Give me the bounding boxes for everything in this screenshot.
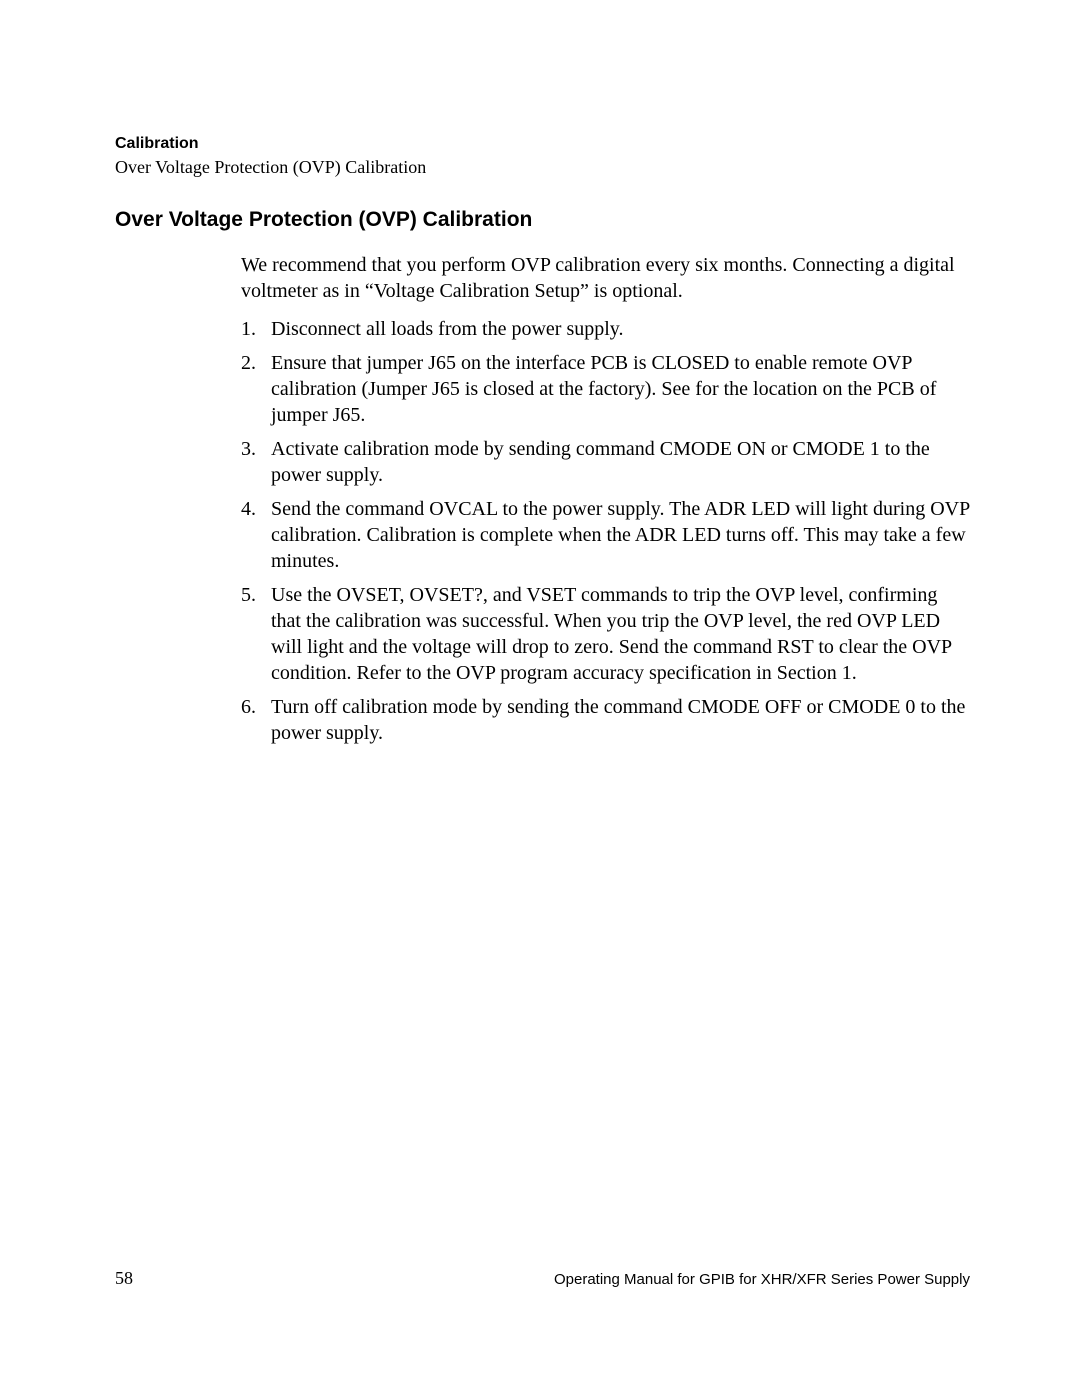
step-text: Ensure that jumper J65 on the interface …: [271, 350, 970, 428]
step-number: 2.: [241, 350, 271, 428]
step-number: 1.: [241, 316, 271, 342]
page-number: 58: [115, 1268, 133, 1289]
running-head-chapter: Calibration: [115, 135, 970, 153]
section-body: We recommend that you perform OVP calibr…: [241, 252, 970, 746]
page-body: Calibration Over Voltage Protection (OVP…: [0, 0, 1080, 746]
list-item: 2. Ensure that jumper J65 on the interfa…: [241, 350, 970, 428]
step-text: Disconnect all loads from the power supp…: [271, 316, 970, 342]
intro-paragraph: We recommend that you perform OVP calibr…: [241, 252, 970, 304]
step-text: Turn off calibration mode by sending the…: [271, 694, 970, 746]
step-text: Send the command OVCAL to the power supp…: [271, 496, 970, 574]
list-item: 5. Use the OVSET, OVSET?, and VSET comma…: [241, 582, 970, 686]
list-item: 6. Turn off calibration mode by sending …: [241, 694, 970, 746]
manual-title: Operating Manual for GPIB for XHR/XFR Se…: [554, 1271, 970, 1288]
list-item: 3. Activate calibration mode by sending …: [241, 436, 970, 488]
step-number: 6.: [241, 694, 271, 746]
procedure-list: 1. Disconnect all loads from the power s…: [241, 316, 970, 746]
running-head-section: Over Voltage Protection (OVP) Calibratio…: [115, 157, 970, 178]
step-text: Use the OVSET, OVSET?, and VSET commands…: [271, 582, 970, 686]
step-text: Activate calibration mode by sending com…: [271, 436, 970, 488]
step-number: 5.: [241, 582, 271, 686]
list-item: 1. Disconnect all loads from the power s…: [241, 316, 970, 342]
section-heading: Over Voltage Protection (OVP) Calibratio…: [115, 208, 970, 232]
page-footer: 58 Operating Manual for GPIB for XHR/XFR…: [115, 1268, 970, 1289]
step-number: 3.: [241, 436, 271, 488]
list-item: 4. Send the command OVCAL to the power s…: [241, 496, 970, 574]
step-number: 4.: [241, 496, 271, 574]
